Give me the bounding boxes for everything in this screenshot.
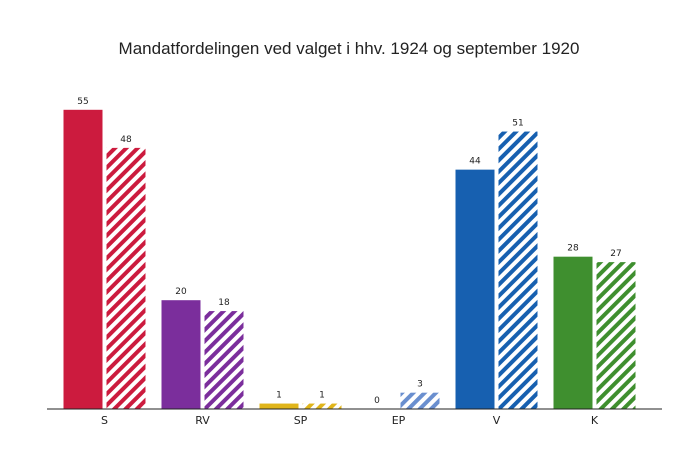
value-label-s-solid: 55 [77, 97, 88, 107]
value-label-s-hatched: 48 [120, 135, 132, 145]
value-label-sp-solid: 1 [276, 391, 282, 401]
bar-sp-solid [259, 403, 299, 409]
bar-k-hatched [596, 262, 636, 409]
bar-v-solid [455, 169, 495, 409]
bar-sp-hatched [302, 403, 342, 409]
category-label-k: K [591, 414, 599, 427]
value-labels-group: 55 48 20 18 1 1 0 3 44 51 28 27 [77, 97, 621, 406]
bar-s-solid [63, 109, 103, 410]
category-label-s: S [101, 414, 108, 427]
bar-rv-solid [161, 300, 201, 409]
value-label-k-hatched: 27 [610, 249, 621, 259]
bar-s-hatched [106, 147, 146, 409]
category-label-ep: EP [392, 414, 406, 427]
value-label-v-hatched: 51 [512, 119, 523, 129]
value-label-sp-hatched: 1 [319, 391, 325, 401]
value-label-rv-hatched: 18 [218, 298, 230, 308]
category-label-rv: RV [195, 414, 210, 427]
bar-k-solid [553, 256, 593, 409]
value-label-v-solid: 44 [469, 157, 481, 167]
value-label-ep-solid: 0 [374, 396, 380, 406]
bar-ep-hatched [400, 392, 440, 409]
value-label-rv-solid: 20 [175, 287, 187, 297]
category-labels-group: S RV SP EP V K [101, 414, 599, 427]
category-label-sp: SP [294, 414, 308, 427]
bar-v-hatched [498, 131, 538, 409]
value-label-k-solid: 28 [567, 244, 579, 254]
category-label-v: V [493, 414, 501, 427]
bars-group [63, 109, 636, 410]
value-label-ep-hatched: 3 [417, 380, 423, 390]
chart-title: Mandatfordelingen ved valget i hhv. 1924… [119, 39, 580, 58]
bar-rv-hatched [204, 311, 244, 409]
